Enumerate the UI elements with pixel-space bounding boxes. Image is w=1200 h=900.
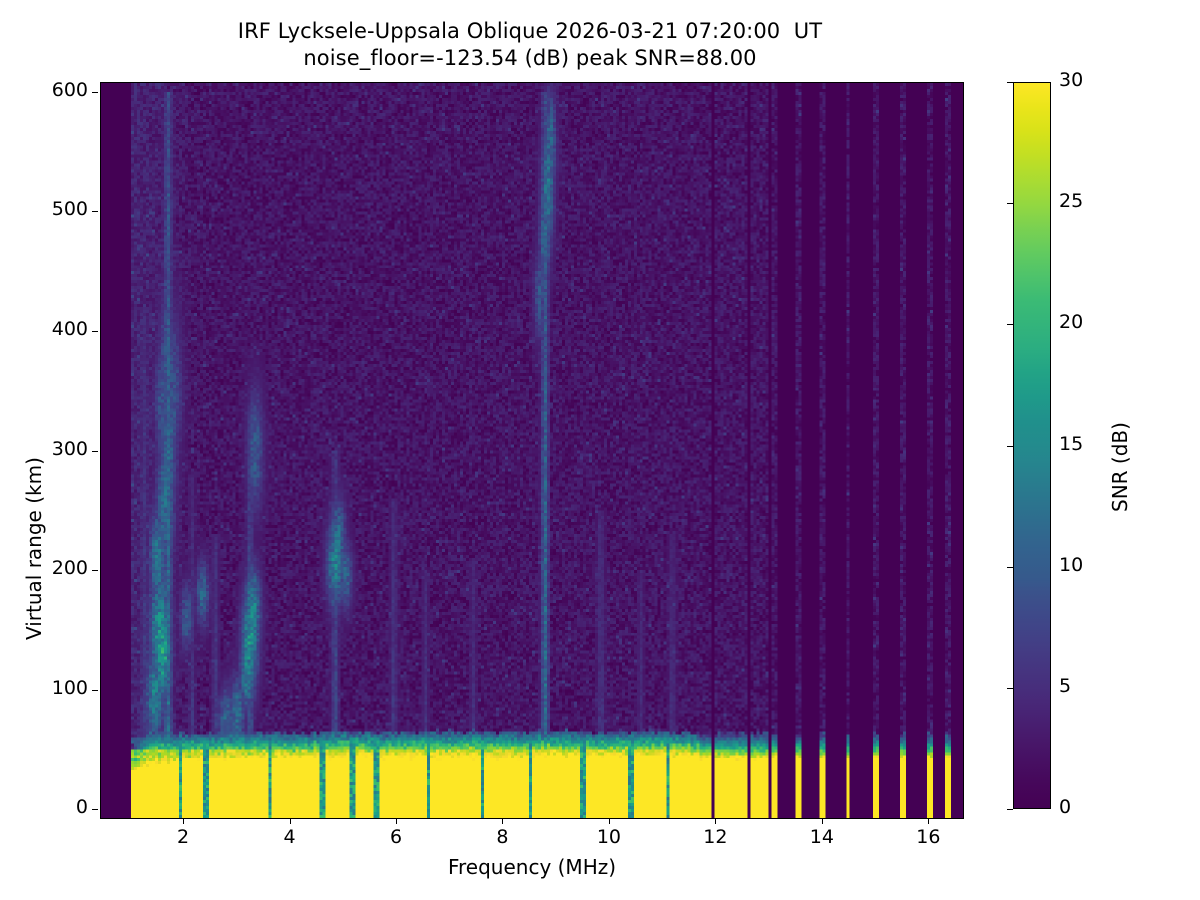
x-tick	[715, 819, 717, 824]
x-axis-label: Frequency (MHz)	[447, 855, 617, 879]
x-tick	[395, 819, 397, 824]
x-tick	[928, 819, 930, 824]
colorbar-label: SNR (dB)	[1108, 422, 1132, 512]
colorbar-gradient	[1013, 82, 1051, 809]
chart-title: IRF Lycksele-Uppsala Oblique 2026-03-21 …	[237, 19, 823, 43]
heatmap-image	[101, 83, 963, 818]
y-tick	[92, 450, 98, 452]
y-tick	[92, 91, 98, 93]
y-tick	[92, 689, 98, 691]
x-tick-label: 4	[283, 826, 296, 848]
plot-area	[100, 82, 964, 819]
x-tick	[821, 819, 823, 824]
y-tick	[92, 809, 98, 811]
x-tick	[183, 819, 185, 824]
x-tick	[289, 819, 291, 824]
x-tick-label: 16	[916, 826, 941, 848]
colorbar-tick	[1007, 687, 1013, 689]
colorbar-tick	[1007, 203, 1013, 205]
colorbar-tick	[1007, 445, 1013, 447]
colorbar-tick	[1007, 809, 1013, 810]
x-tick-label: 14	[809, 826, 834, 848]
x-tick-label: 2	[176, 826, 190, 848]
x-tick-label: 12	[703, 826, 728, 848]
y-tick	[92, 330, 98, 332]
x-tick-label: 10	[596, 826, 622, 848]
colorbar-tick	[1007, 324, 1013, 326]
colorbar-tick	[1007, 566, 1013, 568]
x-tick-label: 8	[496, 826, 509, 848]
y-axis-label: Virtual range (km)	[22, 457, 46, 640]
chart-subtitle: noise_floor=-123.54 (dB) peak SNR=88.00	[303, 46, 757, 71]
x-tick-label: 6	[389, 826, 403, 848]
y-tick	[92, 570, 98, 572]
x-tick	[502, 819, 504, 824]
chart-title-block: IRF Lycksele-Uppsala Oblique 2026-03-21 …	[0, 18, 1060, 73]
colorbar-tick	[1007, 82, 1013, 83]
colorbar: 0 5 10 15 20 25 30	[1007, 69, 1083, 818]
x-tick	[608, 819, 610, 824]
y-tick	[92, 211, 98, 213]
